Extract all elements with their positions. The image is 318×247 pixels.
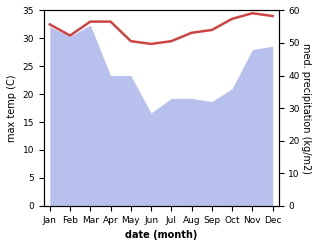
X-axis label: date (month): date (month): [125, 230, 197, 240]
Y-axis label: med. precipitation (kg/m2): med. precipitation (kg/m2): [301, 43, 311, 174]
Y-axis label: max temp (C): max temp (C): [7, 74, 17, 142]
